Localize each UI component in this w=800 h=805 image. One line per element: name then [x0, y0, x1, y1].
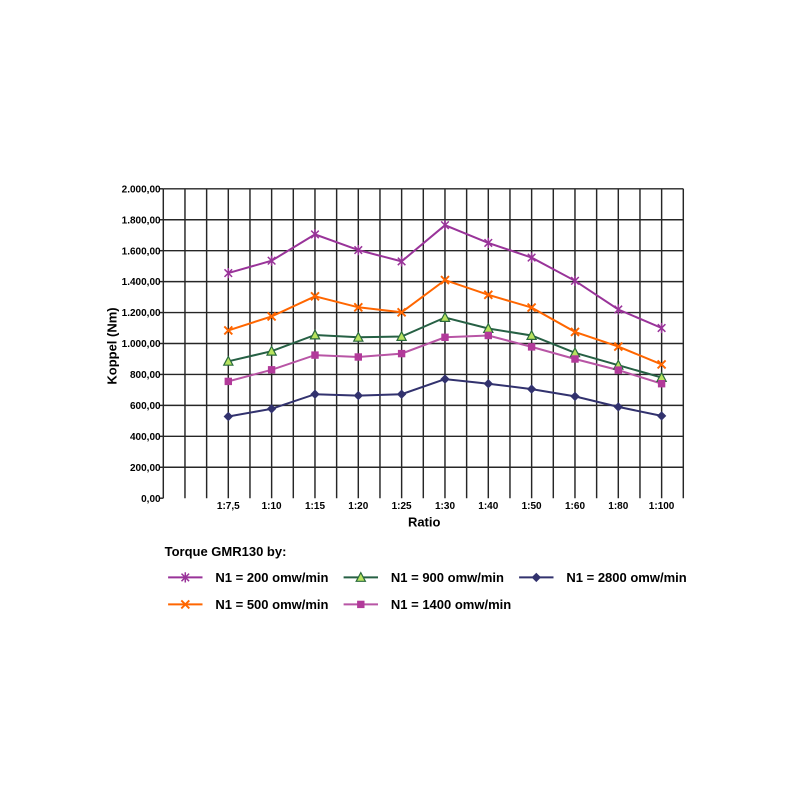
svg-text:2.000,00: 2.000,00 — [122, 184, 161, 195]
svg-text:1:25: 1:25 — [392, 501, 412, 512]
svg-text:200,00: 200,00 — [130, 463, 161, 474]
svg-text:1:20: 1:20 — [348, 501, 368, 512]
svg-text:400,00: 400,00 — [130, 432, 161, 443]
svg-text:1:7,5: 1:7,5 — [217, 501, 240, 512]
svg-text:1.200,00: 1.200,00 — [122, 308, 161, 319]
svg-text:N1 = 2800 omw/min: N1 = 2800 omw/min — [566, 570, 686, 585]
svg-text:1:30: 1:30 — [435, 501, 455, 512]
svg-text:800,00: 800,00 — [130, 370, 161, 381]
svg-text:1:40: 1:40 — [478, 501, 498, 512]
svg-text:600,00: 600,00 — [130, 401, 161, 412]
svg-text:1:15: 1:15 — [305, 501, 325, 512]
svg-text:1.400,00: 1.400,00 — [122, 277, 161, 288]
svg-text:1.000,00: 1.000,00 — [122, 339, 161, 350]
svg-text:N1 = 900 omw/min: N1 = 900 omw/min — [391, 570, 504, 585]
svg-text:N1 = 500 omw/min: N1 = 500 omw/min — [215, 597, 328, 612]
svg-text:Koppel (Nm): Koppel (Nm) — [105, 307, 120, 384]
svg-text:1.600,00: 1.600,00 — [122, 246, 161, 257]
svg-text:N1 = 200 omw/min: N1 = 200 omw/min — [215, 570, 328, 585]
svg-text:1:60: 1:60 — [565, 501, 585, 512]
svg-text:N1 = 1400 omw/min: N1 = 1400 omw/min — [391, 597, 511, 612]
svg-text:1.800,00: 1.800,00 — [122, 215, 161, 226]
svg-text:Torque GMR130 by:: Torque GMR130 by: — [165, 544, 287, 559]
svg-text:1:10: 1:10 — [262, 501, 282, 512]
svg-text:1:100: 1:100 — [649, 501, 675, 512]
svg-text:0,00: 0,00 — [141, 494, 161, 505]
svg-text:1:80: 1:80 — [608, 501, 628, 512]
svg-text:Ratio: Ratio — [408, 514, 441, 529]
svg-text:1:50: 1:50 — [522, 501, 542, 512]
